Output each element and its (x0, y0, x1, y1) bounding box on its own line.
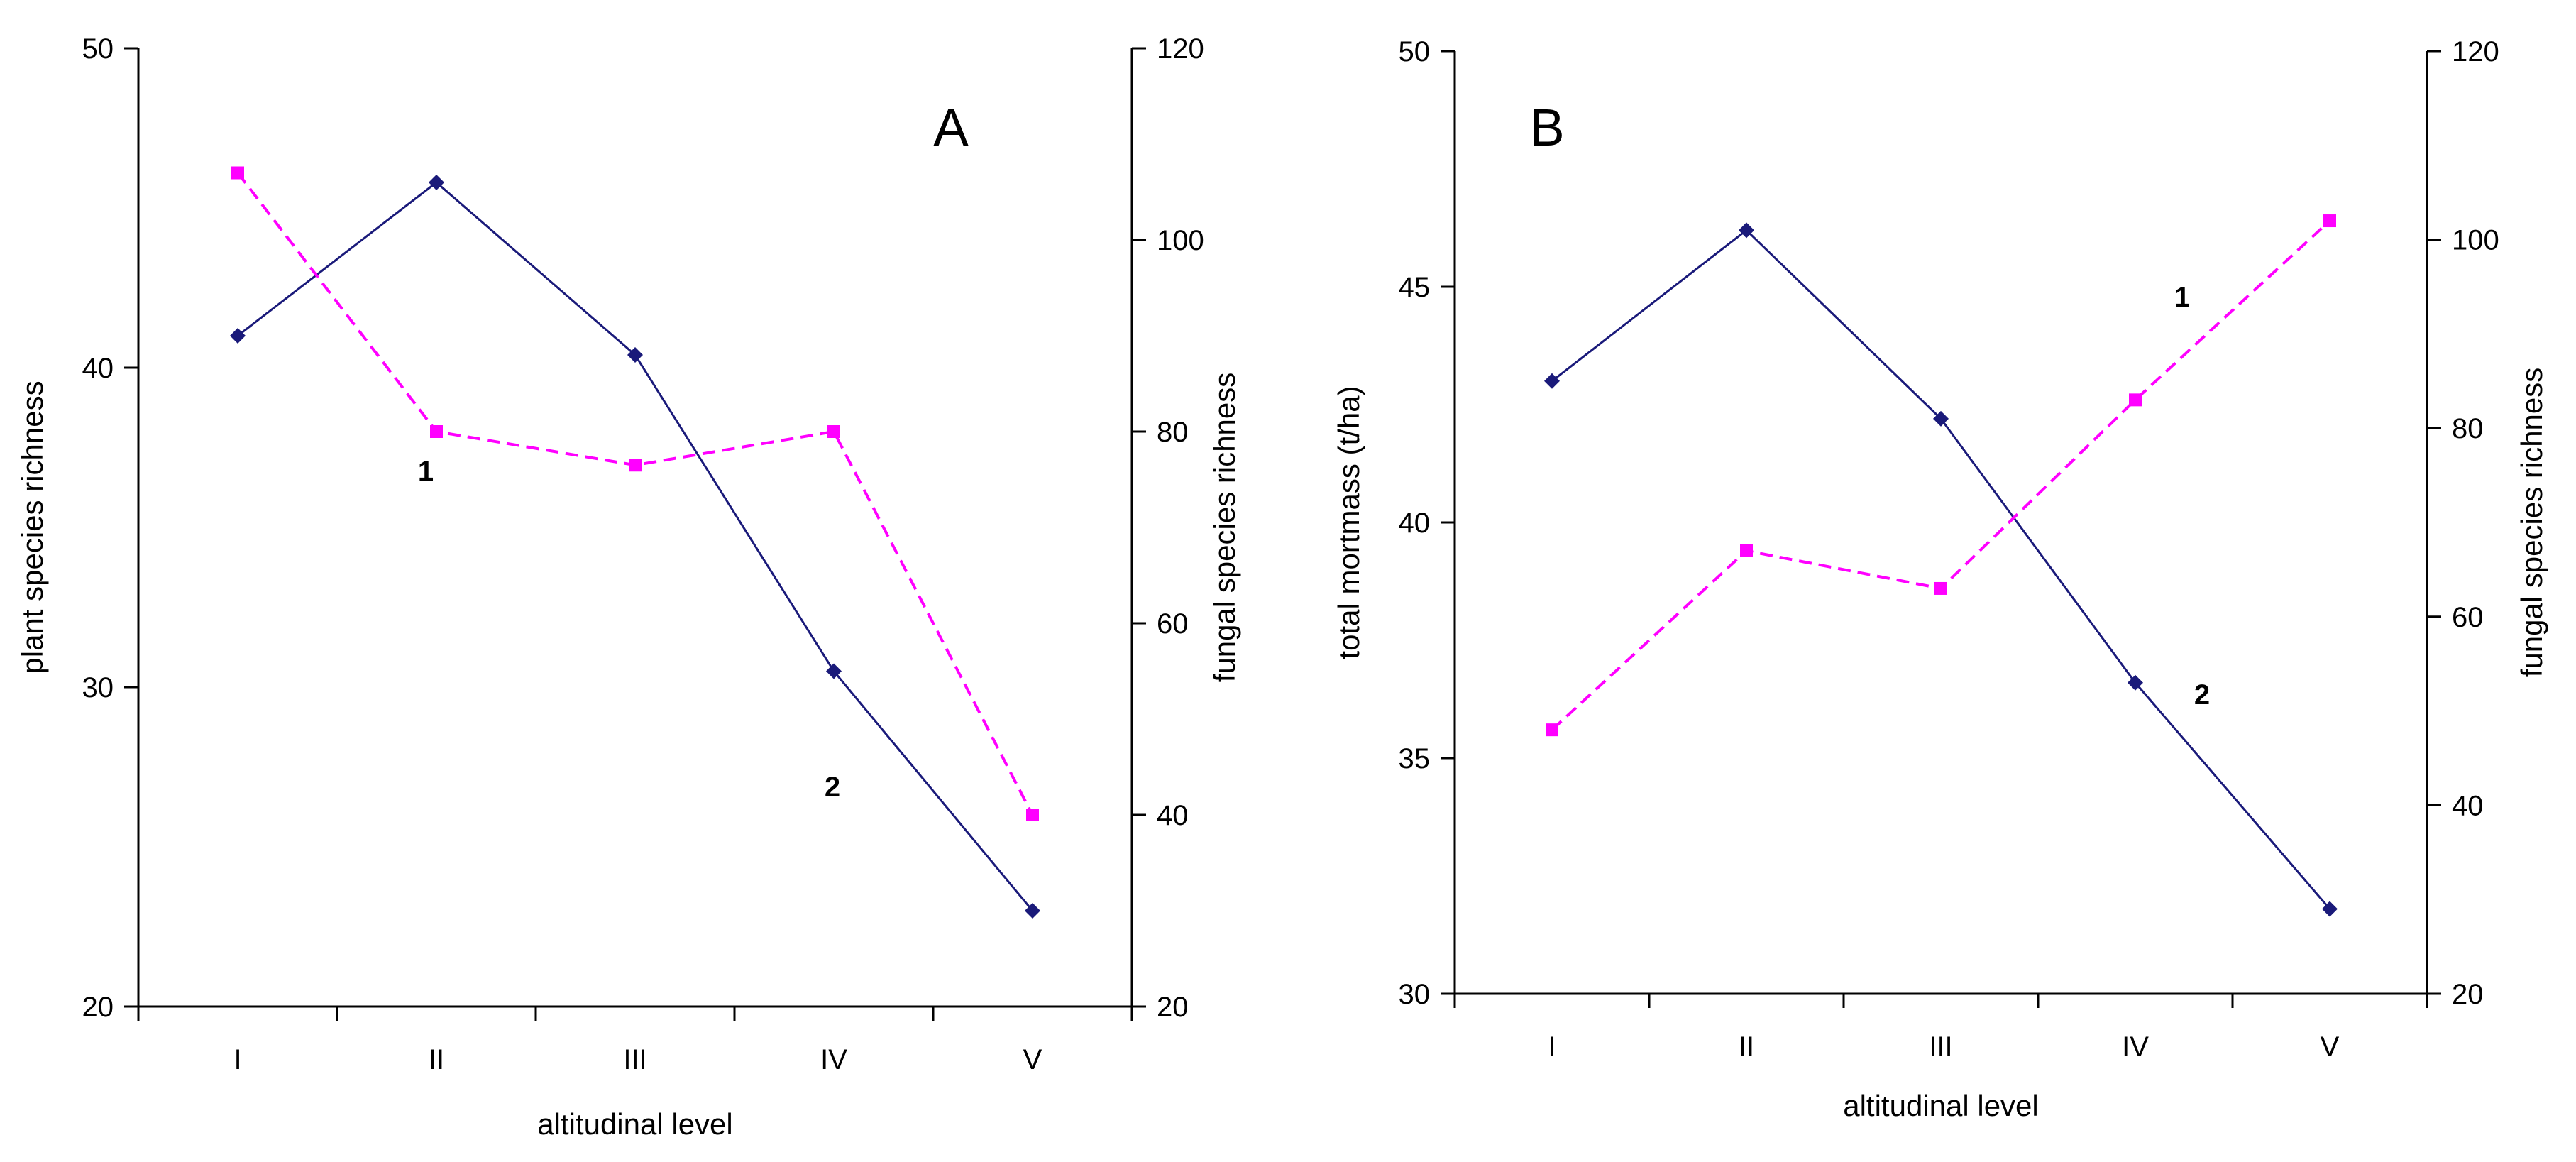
x-tick-label: IV (2122, 1031, 2149, 1063)
x-tick-label: I (1548, 1031, 1556, 1063)
data-point (1025, 903, 1040, 919)
left-y-axis-title: total mortmass (t/ha) (1332, 385, 1365, 659)
x-tick-label: V (1023, 1044, 1042, 1075)
data-point (2129, 393, 2142, 407)
data-point (2323, 214, 2336, 228)
right-y-tick-label: 80 (1157, 417, 1189, 448)
left-y-tick-label: 20 (82, 992, 114, 1023)
x-tick-label: V (2321, 1031, 2340, 1063)
series-label: 2 (2194, 679, 2210, 711)
right-y-axis-title: fungal species richness (1208, 373, 1241, 683)
right-y-tick-label: 20 (1157, 992, 1189, 1023)
series-1-fungal (231, 166, 1039, 821)
x-tick-label: II (429, 1044, 444, 1075)
data-point (627, 347, 643, 363)
chart-panel-b: I II III IV V303540455020406080100120altitud… (1332, 36, 2548, 1122)
x-tick-label: III (1929, 1031, 1952, 1063)
data-point (1026, 809, 1039, 821)
x-axis-title: altitudinal level (1843, 1089, 2039, 1122)
series-line (1551, 219, 2331, 731)
chart-panel-a: I II III IV V2030405020406080100120altitudin… (16, 33, 1241, 1141)
series-label: 1 (2174, 282, 2190, 313)
data-point (1546, 723, 1558, 737)
data-point (2128, 674, 2143, 691)
right-y-tick-label: 40 (1157, 800, 1189, 831)
data-point (430, 425, 443, 438)
right-y-tick-label: 60 (1157, 608, 1189, 640)
data-point (230, 328, 246, 344)
series-line (237, 181, 1034, 911)
data-point (1933, 410, 1949, 427)
right-y-tick-label: 20 (2452, 979, 2484, 1010)
x-tick-label: III (623, 1044, 646, 1075)
right-y-tick-label: 80 (2452, 413, 2484, 444)
left-y-tick-label: 50 (82, 33, 114, 65)
left-y-tick-label: 30 (82, 672, 114, 703)
right-y-tick-label: 60 (2452, 602, 2484, 633)
series-label: 1 (418, 456, 434, 487)
data-point (429, 175, 444, 190)
right-y-tick-label: 120 (1157, 33, 1204, 65)
x-tick-label: I (233, 1044, 241, 1075)
data-point (2322, 901, 2338, 917)
series-1-fungal (1546, 214, 2336, 737)
right-y-tick-label: 40 (2452, 790, 2484, 821)
data-point (1740, 544, 1753, 557)
data-point (1544, 373, 1560, 389)
data-point (1739, 222, 1754, 239)
left-y-axis-title: plant species richness (16, 380, 49, 674)
right-y-tick-label: 100 (1157, 225, 1204, 256)
left-y-tick-label: 40 (82, 353, 114, 384)
series-line (1551, 229, 2331, 910)
data-point (1934, 581, 1947, 595)
right-y-tick-label: 100 (2452, 225, 2499, 256)
right-y-tick-label: 120 (2452, 36, 2499, 67)
right-y-axis-title: fungal species richness (2515, 368, 2548, 678)
data-point (827, 425, 840, 438)
panel-label: B (1529, 98, 1564, 157)
series-2-primary (1544, 222, 2338, 917)
left-y-tick-label: 35 (1399, 743, 1431, 774)
series-line (236, 172, 1034, 816)
data-point (231, 166, 244, 180)
series-2-primary (230, 175, 1040, 919)
left-y-tick-label: 40 (1399, 508, 1431, 539)
x-tick-label: IV (820, 1044, 847, 1075)
left-y-tick-label: 50 (1399, 36, 1431, 67)
panel-label: A (933, 98, 969, 157)
data-point (629, 459, 642, 472)
x-tick-label: II (1739, 1031, 1754, 1063)
left-y-tick-label: 45 (1399, 272, 1431, 303)
left-y-tick-label: 30 (1399, 979, 1431, 1010)
x-axis-title: altitudinal level (537, 1107, 733, 1141)
series-label: 2 (825, 772, 840, 803)
data-point (826, 663, 842, 679)
